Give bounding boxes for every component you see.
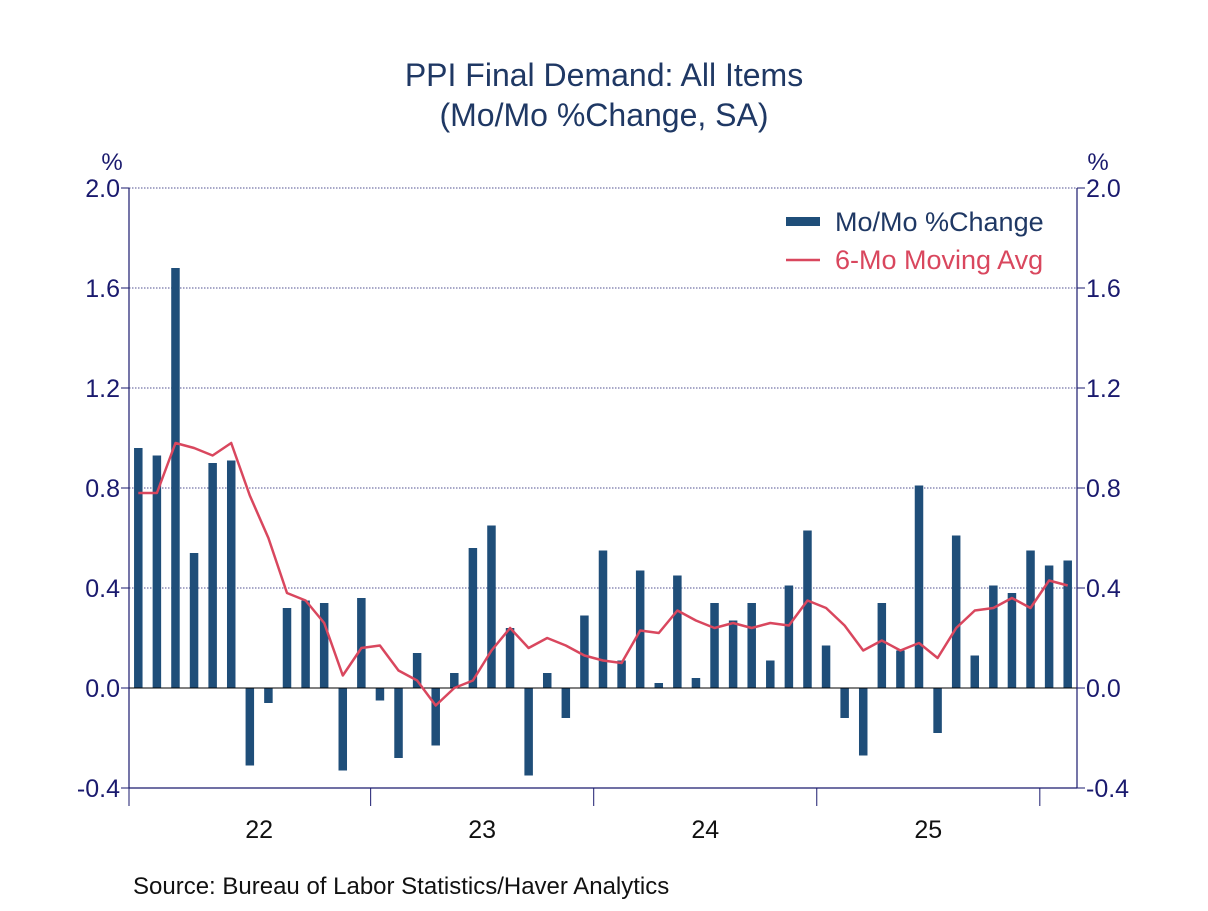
bar [1007, 593, 1017, 688]
x-year-label: 24 [691, 816, 719, 844]
bar [468, 548, 478, 688]
source-note: Source: Bureau of Labor Statistics/Haver… [133, 873, 669, 900]
y-tick-label-left: 0.0 [85, 675, 120, 703]
bar [319, 603, 329, 688]
bar [673, 575, 682, 688]
bar [375, 688, 385, 701]
bar [1063, 560, 1072, 688]
bar [617, 660, 626, 688]
bar [821, 645, 831, 688]
bar [412, 653, 422, 688]
bar [691, 678, 701, 688]
x-year-labels: 22 23 24 25 [245, 816, 942, 844]
y-tick-label-right: 0.0 [1086, 675, 1121, 703]
bar [524, 688, 533, 776]
bar [134, 448, 143, 688]
bar [487, 525, 496, 688]
bar [505, 628, 515, 688]
bar [580, 615, 589, 688]
legend-label-bars: Mo/Mo %Change [835, 207, 1044, 237]
bar [226, 460, 236, 688]
bar [598, 550, 608, 688]
right-y-tick-labels: 2.0 1.6 1.2 0.8 0.4 0.0 -0.4 [1086, 175, 1129, 803]
axes [121, 187, 1085, 806]
bar [1044, 565, 1054, 688]
bar [264, 688, 273, 703]
y-tick-label-left: 2.0 [85, 175, 120, 203]
legend-label-line: 6-Mo Moving Avg [835, 245, 1043, 275]
bar [394, 688, 403, 758]
bar [951, 535, 961, 688]
y-tick-label-right: 1.6 [1086, 275, 1121, 303]
legend-swatch-bars [786, 217, 820, 226]
bar [561, 688, 571, 718]
chart-subtitle: (Mo/Mo %Change, SA) [439, 97, 768, 133]
y-tick-label-right: 0.4 [1086, 575, 1121, 603]
y-tick-label-left: 0.4 [85, 575, 120, 603]
bar [896, 650, 905, 688]
x-year-label: 25 [914, 816, 942, 844]
bar [635, 570, 645, 688]
bar [840, 688, 849, 718]
x-year-label: 23 [468, 816, 496, 844]
bar [282, 608, 292, 688]
bar [710, 603, 719, 688]
bar [858, 688, 868, 756]
bar [803, 530, 812, 688]
bar-series [129, 268, 1077, 776]
bar [766, 660, 775, 688]
bar [914, 485, 924, 688]
bar [357, 598, 366, 688]
bar [933, 688, 942, 733]
bar [208, 463, 217, 688]
y-tick-label-left: 1.6 [85, 275, 120, 303]
y-tick-label-right: 2.0 [1086, 175, 1121, 203]
left-y-tick-labels: 2.0 1.6 1.2 0.8 0.4 0.0 -0.4 [77, 175, 120, 803]
bar [784, 585, 794, 688]
moving-average-line [138, 441, 1069, 707]
right-axis-unit: % [1087, 149, 1108, 176]
bar [1026, 550, 1035, 688]
bar [301, 600, 310, 688]
left-axis-unit: % [101, 149, 122, 176]
bar [970, 655, 980, 688]
bar [989, 585, 998, 688]
bar [654, 683, 664, 688]
bar [171, 268, 180, 688]
bar [189, 553, 199, 688]
x-year-label: 22 [245, 816, 273, 844]
bar [728, 620, 738, 688]
y-tick-label-left: -0.4 [77, 775, 120, 803]
bar [542, 673, 552, 688]
bar [338, 688, 348, 771]
bar [245, 688, 255, 766]
y-tick-label-right: 1.2 [1086, 375, 1121, 403]
bar [877, 603, 887, 688]
y-tick-label-left: 1.2 [85, 375, 120, 403]
y-tick-label-right: 0.8 [1086, 475, 1121, 503]
y-tick-label-left: 0.8 [85, 475, 120, 503]
bar [747, 603, 756, 688]
bar [152, 455, 162, 688]
bar [431, 688, 440, 746]
line-series [138, 441, 1069, 707]
chart-title: PPI Final Demand: All Items [405, 57, 803, 93]
y-tick-label-right: -0.4 [1086, 775, 1129, 803]
bar [450, 673, 459, 688]
legend: Mo/Mo %Change 6-Mo Moving Avg [786, 207, 1044, 275]
